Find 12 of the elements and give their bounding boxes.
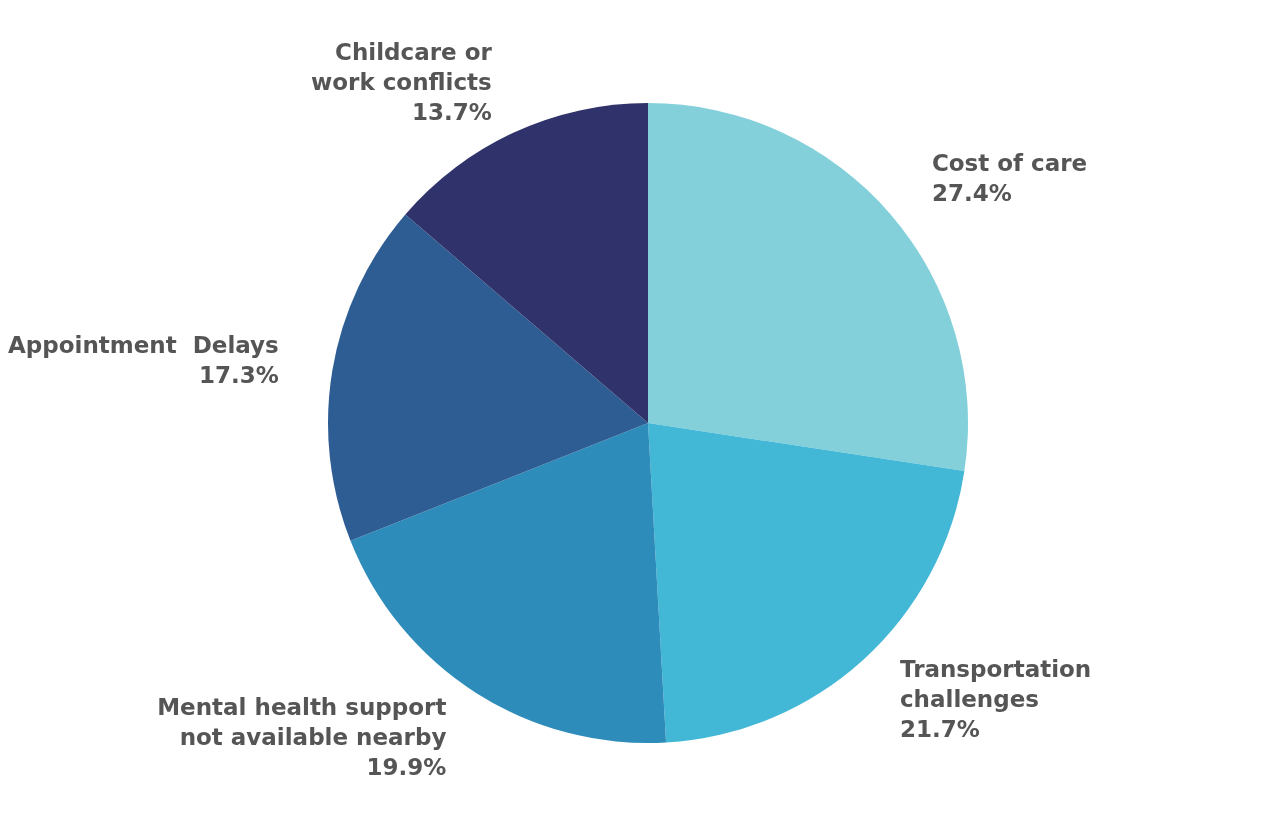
pie-slice (405, 103, 648, 423)
data-label: 21.7% (899, 715, 980, 742)
slice-label: Mental health support not available nearby (157, 693, 447, 750)
slice-label: Appointment Delays (7, 331, 279, 358)
slice-label: Childcare or work conflicts (311, 38, 493, 95)
slice-label: Cost of care (931, 149, 1088, 176)
pie-slice (328, 214, 648, 541)
slice-label: Transportation challenges (899, 655, 1092, 712)
data-label: 19.9% (366, 753, 447, 780)
data-label: 17.3% (198, 361, 279, 388)
data-label: 13.7% (411, 98, 492, 125)
data-label: 27.4% (931, 179, 1012, 206)
